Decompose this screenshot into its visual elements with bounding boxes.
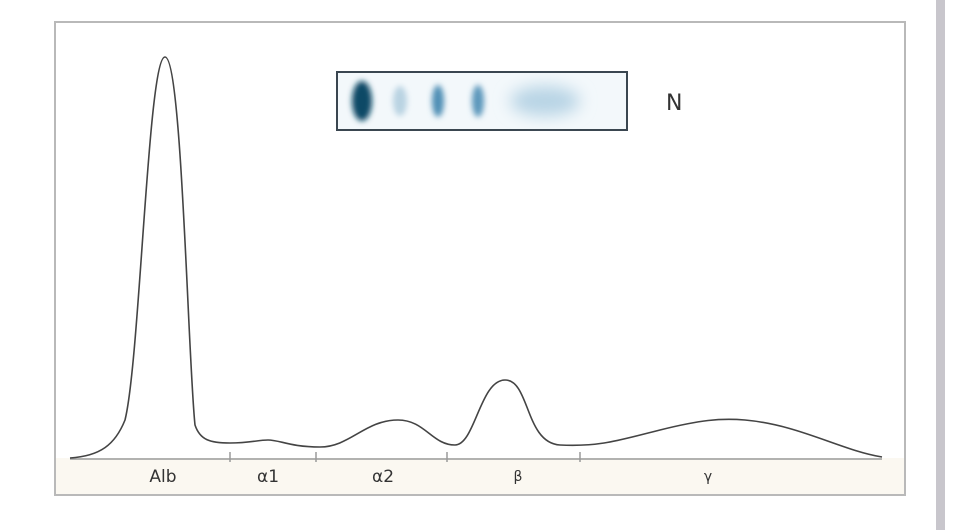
gel-strip: [337, 72, 627, 130]
fraction-label: γ: [704, 469, 712, 485]
fraction-label: β: [514, 469, 523, 485]
gel-band: [510, 86, 580, 116]
fraction-label: α2: [372, 467, 394, 487]
fraction-label: Alb: [149, 467, 176, 487]
gel-band: [352, 81, 372, 121]
gel-label: N: [666, 91, 682, 116]
fraction-label: α1: [257, 467, 279, 487]
electrophoresis-diagram: N Alb α1 α2 β γ: [0, 0, 956, 530]
side-bar: [936, 0, 945, 530]
gel-band: [432, 85, 444, 117]
gel-band: [393, 86, 407, 116]
label-strip: [56, 458, 904, 494]
gel-band: [472, 85, 484, 117]
